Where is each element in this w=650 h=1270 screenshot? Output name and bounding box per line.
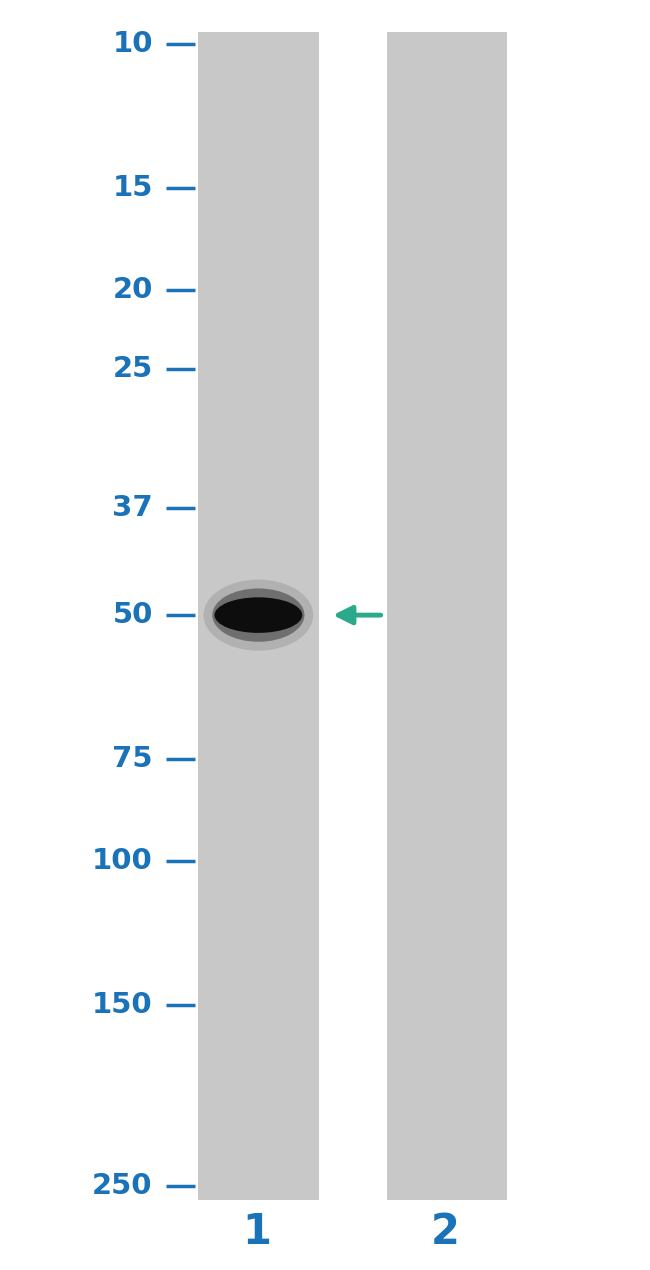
- Text: 10: 10: [112, 30, 153, 58]
- Text: 2: 2: [431, 1210, 460, 1253]
- Text: 20: 20: [112, 276, 153, 305]
- Text: 1: 1: [242, 1210, 271, 1253]
- Text: 100: 100: [92, 847, 153, 875]
- Text: 250: 250: [92, 1172, 153, 1200]
- Text: 37: 37: [112, 494, 153, 522]
- Text: 25: 25: [112, 356, 153, 384]
- Ellipse shape: [203, 579, 313, 650]
- Text: 75: 75: [112, 745, 153, 773]
- Bar: [387, 32, 507, 1200]
- Text: 15: 15: [112, 174, 153, 202]
- Ellipse shape: [213, 588, 304, 641]
- Text: 50: 50: [112, 601, 153, 629]
- Bar: [198, 32, 318, 1200]
- Ellipse shape: [214, 597, 302, 632]
- Text: 150: 150: [92, 991, 153, 1019]
